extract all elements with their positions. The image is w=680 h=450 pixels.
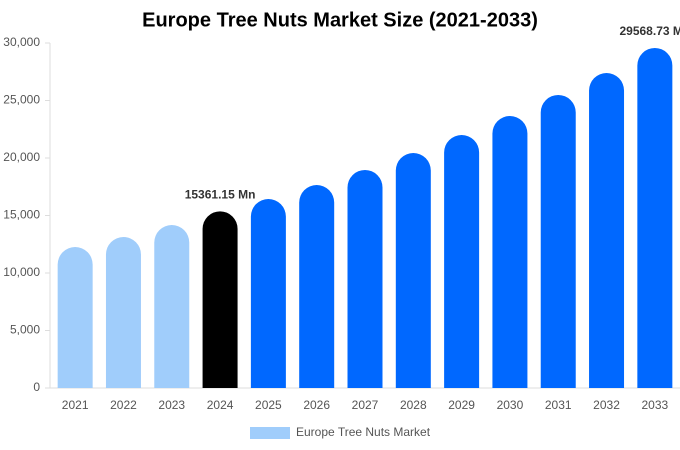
x-tick-label: 2030: [497, 398, 524, 412]
legend-swatch: [250, 427, 290, 439]
y-tick-label: 15,000: [3, 208, 40, 222]
x-tick-label: 2028: [400, 398, 427, 412]
x-tick-label: 2031: [545, 398, 572, 412]
x-tick-label: 2026: [303, 398, 330, 412]
x-tick-label: 2024: [207, 398, 234, 412]
x-tick-label: 2029: [448, 398, 475, 412]
x-tick-label: 2023: [158, 398, 185, 412]
legend-label: Europe Tree Nuts Market: [296, 425, 431, 439]
bar: [444, 135, 480, 388]
bar: [395, 153, 431, 388]
y-tick-label: 10,000: [3, 265, 40, 279]
bar: [589, 73, 625, 388]
bar: [299, 185, 335, 388]
data-label: 15361.15 Mn: [185, 188, 256, 202]
bar: [347, 169, 383, 388]
x-tick-label: 2033: [641, 398, 668, 412]
bar: [154, 225, 190, 388]
x-tick-label: 2021: [62, 398, 89, 412]
y-tick-label: 30,000: [3, 35, 40, 49]
x-tick-label: 2027: [352, 398, 379, 412]
bar: [492, 116, 528, 388]
y-tick-label: 5,000: [10, 323, 40, 337]
y-tick-label: 0: [33, 380, 40, 394]
y-tick-label: 20,000: [3, 150, 40, 164]
bar: [105, 237, 141, 388]
y-tick-label: 25,000: [3, 93, 40, 107]
bar: [637, 47, 673, 389]
bar: [540, 94, 576, 388]
bar: [57, 247, 93, 388]
bar: [202, 211, 238, 388]
data-label: 29568.73 Mn: [619, 24, 680, 38]
chart-title: Europe Tree Nuts Market Size (2021-2033): [142, 9, 538, 31]
x-tick-label: 2025: [255, 398, 282, 412]
bar: [250, 199, 286, 388]
x-tick-label: 2032: [593, 398, 620, 412]
x-tick-label: 2022: [110, 398, 137, 412]
